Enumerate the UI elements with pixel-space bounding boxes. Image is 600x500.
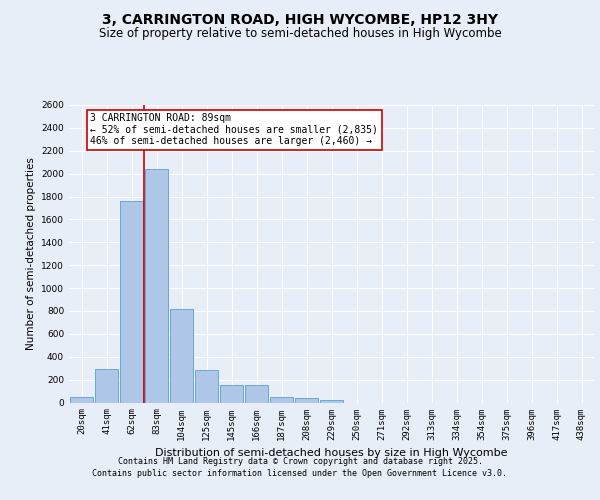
- Bar: [170, 308, 193, 402]
- Bar: [269, 397, 293, 402]
- Bar: [220, 385, 244, 402]
- Y-axis label: Number of semi-detached properties: Number of semi-detached properties: [26, 158, 35, 350]
- Bar: [70, 397, 94, 402]
- Text: Contains HM Land Registry data © Crown copyright and database right 2025.: Contains HM Land Registry data © Crown c…: [118, 458, 482, 466]
- Bar: [119, 201, 143, 402]
- Bar: [194, 370, 218, 402]
- Bar: [245, 385, 268, 402]
- Text: Contains public sector information licensed under the Open Government Licence v3: Contains public sector information licen…: [92, 469, 508, 478]
- Text: 3 CARRINGTON ROAD: 89sqm
← 52% of semi-detached houses are smaller (2,835)
46% o: 3 CARRINGTON ROAD: 89sqm ← 52% of semi-d…: [90, 113, 378, 146]
- Bar: [320, 400, 343, 402]
- Bar: [95, 368, 118, 402]
- Text: 3, CARRINGTON ROAD, HIGH WYCOMBE, HP12 3HY: 3, CARRINGTON ROAD, HIGH WYCOMBE, HP12 3…: [102, 12, 498, 26]
- Bar: [295, 398, 319, 402]
- X-axis label: Distribution of semi-detached houses by size in High Wycombe: Distribution of semi-detached houses by …: [155, 448, 508, 458]
- Bar: [145, 169, 169, 402]
- Text: Size of property relative to semi-detached houses in High Wycombe: Size of property relative to semi-detach…: [98, 28, 502, 40]
